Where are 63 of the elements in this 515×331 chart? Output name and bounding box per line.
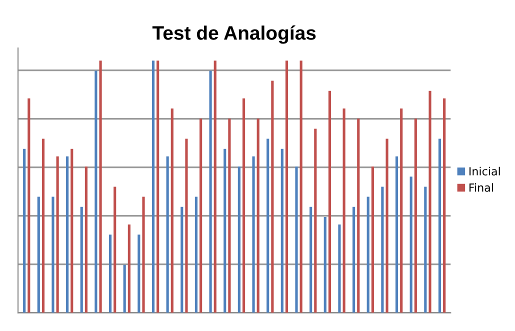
bar (37, 196, 40, 313)
bar (428, 90, 432, 313)
bar (266, 138, 270, 313)
bar (310, 206, 312, 313)
bar (386, 138, 388, 313)
bar (42, 138, 45, 313)
bar (152, 60, 155, 313)
bar (242, 98, 246, 313)
bar (28, 98, 30, 313)
bar (438, 138, 442, 313)
bar (56, 156, 59, 313)
bar (224, 148, 226, 313)
bar (400, 108, 403, 313)
bar (228, 118, 231, 313)
bar (52, 196, 54, 313)
bar (352, 206, 356, 313)
bar (70, 148, 74, 313)
bar (180, 206, 184, 313)
bar (114, 186, 116, 313)
bar (99, 60, 102, 313)
bar (256, 118, 260, 313)
bar (138, 234, 140, 313)
bar (200, 118, 202, 313)
bar (123, 264, 126, 313)
bar (395, 156, 398, 313)
bar (156, 60, 160, 313)
bar (328, 90, 332, 313)
legend-label: Inicial (469, 166, 500, 176)
bar (142, 196, 145, 313)
bar (338, 224, 341, 313)
bar (66, 156, 69, 313)
bar (23, 148, 26, 313)
legend-label: Final (469, 183, 493, 192)
bar (128, 224, 130, 313)
bar (295, 166, 298, 313)
bar (357, 118, 360, 313)
bar (271, 80, 274, 313)
bar (238, 166, 240, 313)
bar (342, 108, 346, 313)
bar (80, 206, 83, 313)
bar (280, 148, 284, 313)
bar (324, 216, 326, 313)
bar (94, 70, 98, 313)
bar (84, 166, 88, 313)
bar (314, 128, 317, 313)
bar (209, 70, 212, 313)
chart-title: Test de Analogías (152, 25, 316, 44)
bar (252, 156, 255, 313)
bar (285, 60, 288, 313)
bar (381, 186, 384, 313)
bar (166, 156, 169, 313)
bar (214, 60, 216, 313)
bar (414, 118, 417, 313)
bar (443, 98, 446, 313)
bar (410, 176, 412, 313)
bar (194, 196, 198, 313)
bar (366, 196, 370, 313)
bar (170, 108, 174, 313)
bar (371, 166, 374, 313)
bar (424, 186, 427, 313)
bar (108, 234, 112, 313)
bar (185, 138, 188, 313)
bar (300, 60, 302, 313)
